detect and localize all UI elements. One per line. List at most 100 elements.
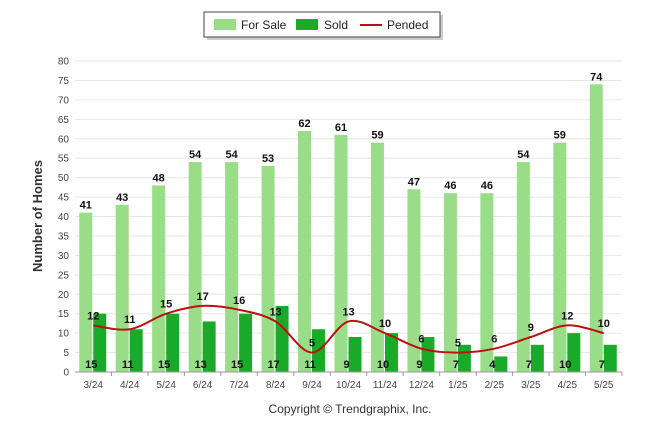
legend-swatch-sold <box>296 19 318 30</box>
for-sale-value-label: 47 <box>408 176 420 188</box>
x-tick-label: 11/24 <box>373 380 398 391</box>
pended-value-label: 15 <box>160 299 172 311</box>
sold-value-label: 15 <box>158 359 170 371</box>
x-tick-label: 5/25 <box>594 380 614 391</box>
for-sale-value-label: 61 <box>335 122 347 134</box>
for-sale-value-label: 53 <box>262 153 274 165</box>
sold-value-label: 13 <box>195 359 207 371</box>
y-tick-label: 10 <box>58 329 70 340</box>
y-tick-label: 35 <box>58 231 70 242</box>
y-tick-label: 60 <box>58 134 70 145</box>
for-sale-value-label: 62 <box>298 118 310 130</box>
sold-bar <box>567 333 581 372</box>
pended-value-label: 5 <box>455 338 461 350</box>
legend-label-for-sale: For Sale <box>241 18 287 32</box>
for-sale-bar <box>589 84 603 372</box>
x-tick-label: 2/25 <box>485 380 505 391</box>
x-tick-label: 10/24 <box>336 380 361 391</box>
x-tick-label: 3/24 <box>83 380 103 391</box>
pended-value-label: 5 <box>309 338 315 350</box>
for-sale-value-label: 59 <box>554 130 566 142</box>
bars <box>79 84 617 372</box>
sold-value-label: 9 <box>343 359 349 371</box>
y-tick-label: 5 <box>63 348 69 359</box>
sold-bar <box>603 344 617 372</box>
legend: For Sale Sold Pended <box>214 18 428 32</box>
for-sale-bar <box>225 162 239 372</box>
for-sale-value-label: 48 <box>153 172 165 184</box>
for-sale-bar <box>152 185 166 372</box>
for-sale-value-label: 54 <box>517 149 530 161</box>
y-tick-label: 20 <box>58 290 70 301</box>
pended-line <box>93 304 605 354</box>
for-sale-bar <box>298 130 312 372</box>
sold-bar <box>129 329 143 372</box>
for-sale-bar <box>553 142 567 372</box>
for-sale-bar <box>480 193 494 372</box>
sold-bar <box>239 313 253 372</box>
pended-value-label: 11 <box>124 314 136 326</box>
sold-value-label: 17 <box>267 359 279 371</box>
sold-value-label: 9 <box>416 359 422 371</box>
for-sale-value-label: 43 <box>116 192 128 204</box>
sold-value-label: 10 <box>559 359 571 371</box>
pended-value-label: 10 <box>379 318 391 330</box>
y-tick-label: 70 <box>58 95 70 106</box>
sold-bar <box>275 305 289 372</box>
pended-value-label: 17 <box>197 291 209 303</box>
y-tick-label: 65 <box>58 115 70 126</box>
sold-value-label: 11 <box>122 359 134 371</box>
legend-swatch-for-sale <box>214 19 236 30</box>
pended-value-label: 9 <box>528 322 534 334</box>
sold-bar <box>93 313 107 372</box>
y-tick-label: 15 <box>58 309 70 320</box>
x-tick-label: 4/24 <box>120 380 140 391</box>
x-tick-label: 8/24 <box>266 380 286 391</box>
sold-value-label: 7 <box>526 359 532 371</box>
x-tick-label: 7/24 <box>229 380 249 391</box>
sold-value-label: 10 <box>377 359 389 371</box>
for-sale-bar <box>370 142 384 372</box>
y-tick-label: 0 <box>63 368 69 379</box>
x-tick-label: 4/25 <box>558 380 578 391</box>
sold-bar <box>166 313 180 372</box>
sold-value-label: 7 <box>453 359 459 371</box>
y-axis-title: Number of Homes <box>30 160 45 272</box>
for-sale-value-label: 59 <box>371 130 383 142</box>
legend-box <box>203 11 441 38</box>
pended-value-label: 13 <box>342 306 354 318</box>
sold-value-label: 15 <box>85 359 97 371</box>
for-sale-bar <box>261 165 275 372</box>
for-sale-value-label: 54 <box>189 149 202 161</box>
gridlines <box>75 60 622 373</box>
x-axis: 3/24 4/24 5/24 6/24 7/24 8/24 9/24 10/24 11/24 12… <box>75 371 623 391</box>
for-sale-value-label: 46 <box>444 180 456 192</box>
y-tick-label: 55 <box>58 154 70 165</box>
y-tick-label: 75 <box>58 76 70 87</box>
for-sale-bar <box>79 212 93 372</box>
x-tick-label: 5/24 <box>156 380 176 391</box>
for-sale-value-label: 46 <box>481 180 493 192</box>
sold-bar <box>348 337 362 372</box>
for-sale-bar <box>407 189 421 372</box>
y-tick-label: 40 <box>58 212 70 223</box>
x-tick-label: 12/24 <box>409 380 434 391</box>
for-sale-value-label: 41 <box>80 200 92 212</box>
sold-bar <box>202 321 216 372</box>
y-axis: 0 5 10 15 20 25 30 35 40 45 50 55 60 65 70 75 80 <box>58 57 70 379</box>
value-labels: 4115431148155413541553176211619591047946… <box>80 71 610 371</box>
y-tick-label: 30 <box>58 251 70 262</box>
y-tick-label: 45 <box>58 193 70 204</box>
copyright-text: Copyright © Trendgraphix, Inc. <box>269 402 432 416</box>
legend-label-pended: Pended <box>387 18 428 32</box>
sold-bar <box>494 356 508 372</box>
sold-value-label: 7 <box>599 359 605 371</box>
pended-value-label: 16 <box>233 295 245 307</box>
pended-value-label: 6 <box>491 334 497 346</box>
y-tick-label: 50 <box>58 173 70 184</box>
pended-line-layer <box>93 304 605 354</box>
y-tick-label: 80 <box>58 57 70 68</box>
sold-bar <box>421 337 435 372</box>
x-tick-label: 9/24 <box>302 380 322 391</box>
